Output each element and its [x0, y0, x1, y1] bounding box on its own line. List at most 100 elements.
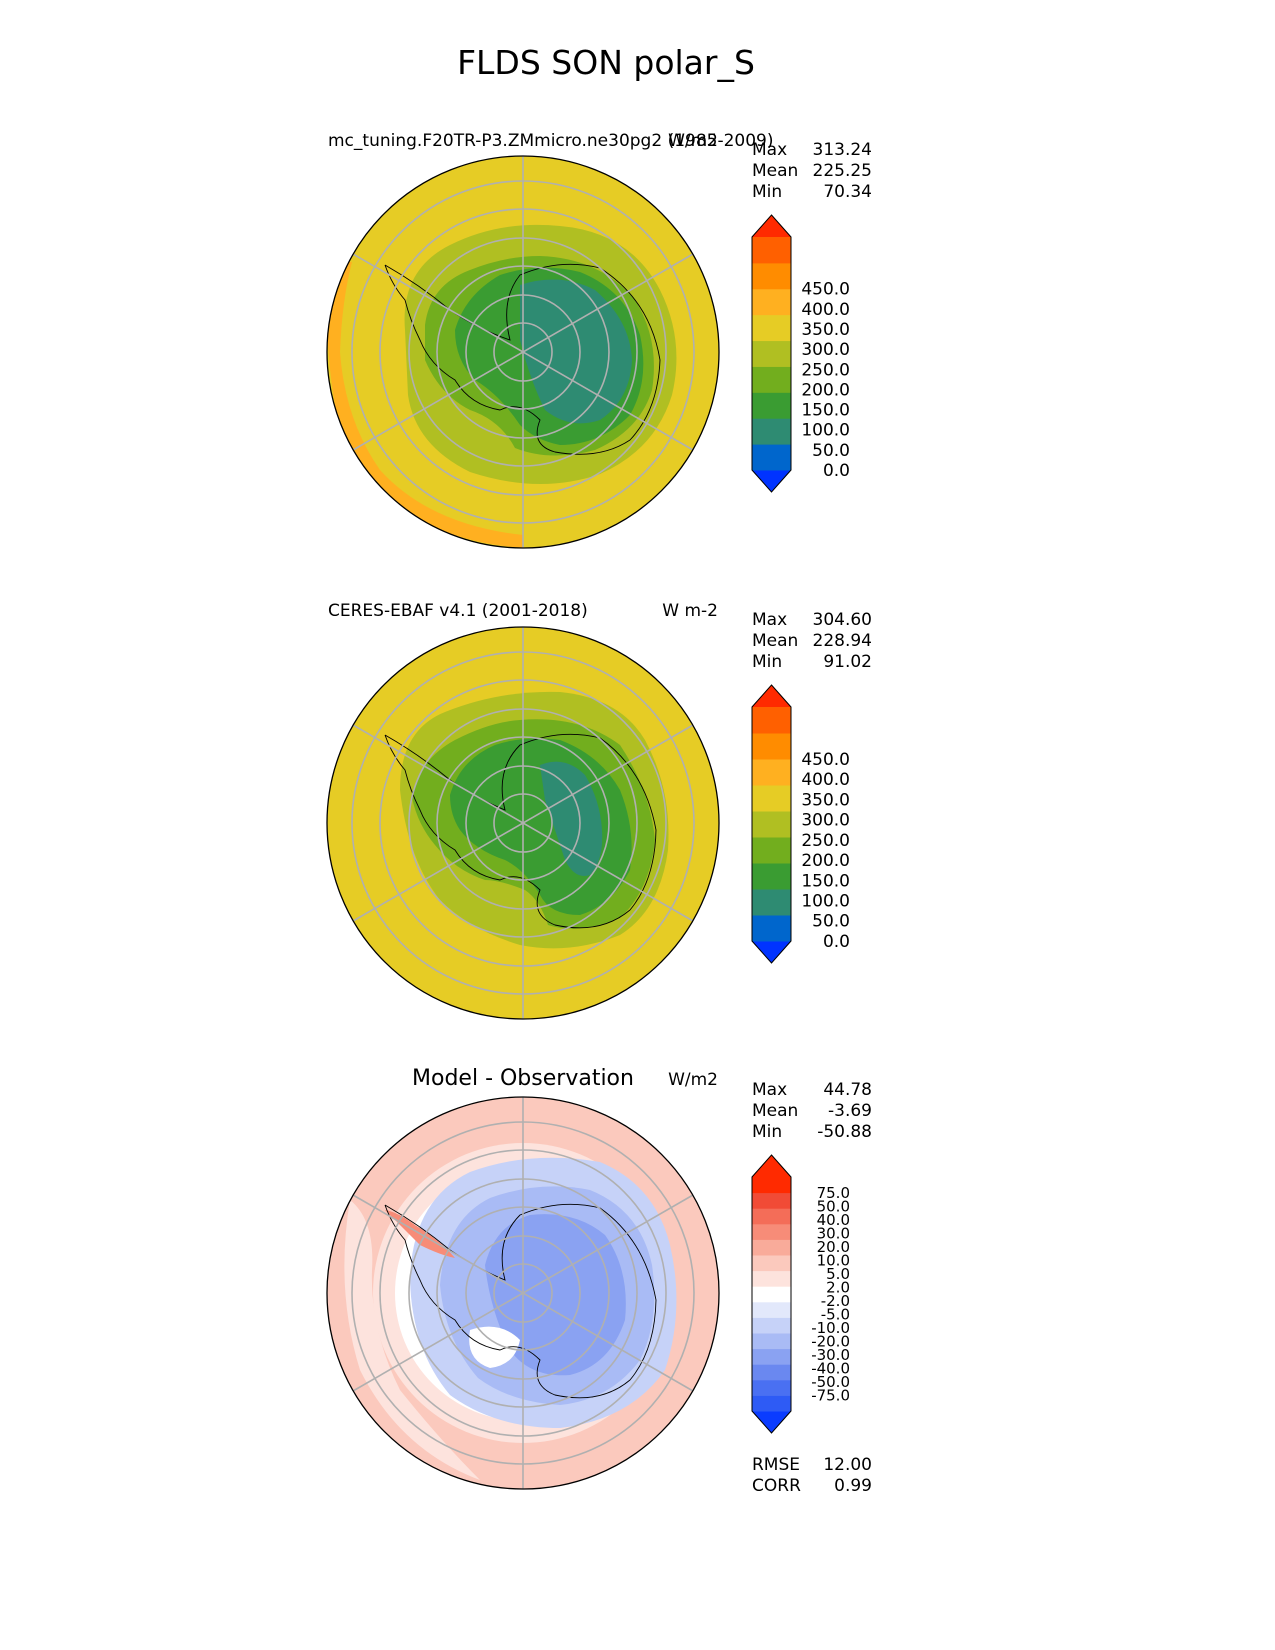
colorbar-tick-label: 0.0 — [823, 932, 850, 952]
stat-label: Min — [752, 182, 782, 202]
colorbar-tick-label: 2.0 — [826, 1278, 850, 1296]
colorbar-segment — [752, 1379, 791, 1396]
colorbar-segment — [752, 811, 791, 838]
stat-label: Min — [752, 1122, 782, 1142]
colorbar-segment — [752, 837, 791, 864]
colorbar-tick-label: 300.0 — [801, 340, 850, 360]
colorbar-extend-max — [752, 685, 791, 707]
panel-obs-coastline — [384, 733, 657, 929]
stat-value: 70.34 — [823, 182, 872, 202]
colorbar-tick-label: 100.0 — [801, 892, 850, 912]
colorbar-outline — [751, 214, 792, 493]
colorbar-tick-label: 50.0 — [817, 1197, 850, 1215]
colorbar-tick-label: -2.0 — [821, 1292, 850, 1310]
stat-value: 228.94 — [813, 631, 872, 651]
colorbar-tick-label: 400.0 — [801, 770, 850, 790]
colorbar-tick-label: 5.0 — [826, 1265, 850, 1283]
colorbar-tick-label: 200.0 — [801, 851, 850, 871]
colorbar-tick-label: 20.0 — [817, 1238, 850, 1256]
figure-title: FLDS SON polar_S — [457, 43, 755, 82]
panel-model-coastline — [384, 263, 661, 455]
stat-label: CORR — [752, 1476, 801, 1496]
colorbar-outline — [751, 1154, 792, 1434]
colorbar-extend-min — [752, 1411, 791, 1433]
stat-value: 44.78 — [823, 1080, 872, 1100]
colorbar-segment — [752, 314, 791, 342]
stat-label: Min — [752, 652, 782, 672]
colorbar-tick-label: 250.0 — [801, 360, 850, 380]
stat-label: RMSE — [752, 1455, 800, 1475]
colorbar-tick-label: 150.0 — [801, 401, 850, 421]
stat-value: 225.25 — [813, 161, 872, 181]
panel-obs-band-50 — [540, 761, 603, 876]
panel-diff-coastline — [384, 1203, 657, 1399]
panel-obs-map-frame — [326, 626, 720, 1020]
panel-model-colorbar: 450.0400.0350.0300.0250.0200.0150.0100.0… — [751, 214, 850, 493]
panel-diff-title: Model - Observation — [412, 1066, 634, 1091]
colorbar-tick-label: 350.0 — [801, 320, 850, 340]
colorbar-tick-label: -40.0 — [811, 1360, 850, 1378]
panel-model: mc_tuning.F20TR-P3.ZMmicro.ne30pg2 (1985… — [326, 131, 872, 549]
colorbar-segment — [752, 1192, 791, 1209]
panel-diff-units: W/m2 — [668, 1070, 718, 1090]
colorbar-segment — [752, 444, 791, 471]
colorbar-tick-label: -75.0 — [811, 1387, 850, 1405]
stat-label: Max — [752, 140, 787, 160]
colorbar-segment — [752, 237, 791, 264]
stat-label: Max — [752, 610, 787, 630]
panel-diff-map-frame — [326, 1096, 720, 1490]
panel-model-units: W/m2 — [668, 131, 718, 151]
stat-value: 91.02 — [823, 652, 872, 672]
colorbar-tick-label: 75.0 — [817, 1184, 850, 1202]
colorbar-segment — [752, 1395, 791, 1412]
panel-model-band-50 — [520, 279, 632, 424]
panel-obs-colorbar: 450.0400.0350.0300.0250.0200.0150.0100.0… — [751, 684, 850, 964]
stat-value: 12.00 — [823, 1455, 872, 1475]
colorbar-tick-label: -5.0 — [821, 1306, 850, 1324]
panel-model-map-frame — [326, 155, 720, 549]
panel-diff: Model - Observation W/m2 M — [326, 1066, 872, 1496]
colorbar-segment — [752, 889, 791, 916]
panel-diff-graticule — [351, 1097, 695, 1489]
panel-diff-stats: Max 44.78 Mean -3.69 Min -50.88 — [752, 1080, 872, 1142]
colorbar-tick-label: 40.0 — [817, 1211, 850, 1229]
panel-obs: CERES-EBAF v4.1 (2001-2018) W m-2 Max 30… — [326, 601, 872, 1020]
colorbar-segment — [752, 863, 791, 890]
stat-value: -3.69 — [828, 1101, 872, 1121]
colorbar-segment — [752, 915, 791, 942]
colorbar-tick-label: 0.0 — [823, 461, 850, 481]
colorbar-segment — [752, 1286, 791, 1303]
panel-obs-stats: Max 304.60 Mean 228.94 Min 91.02 — [752, 610, 872, 672]
stat-label: Mean — [752, 1101, 798, 1121]
panel-obs-units: W m-2 — [662, 601, 718, 621]
panel-diff-neutral-patch — [469, 1326, 520, 1368]
colorbar-segment — [752, 759, 791, 786]
stat-label: Mean — [752, 631, 798, 651]
colorbar-segment — [752, 733, 791, 760]
colorbar-tick-label: 200.0 — [801, 380, 850, 400]
colorbar-extend-min — [752, 470, 791, 492]
panel-model-title-left: mc_tuning.F20TR-P3.ZMmicro.ne30pg2 (1985… — [328, 131, 774, 151]
colorbar-tick-label: 30.0 — [817, 1224, 850, 1242]
colorbar-tick-label: -30.0 — [811, 1346, 850, 1364]
colorbar-extend-min — [752, 941, 791, 963]
colorbar-segment — [752, 340, 791, 367]
panel-model-stats: Max 313.24 Mean 225.25 Min 70.34 — [752, 140, 872, 202]
colorbar-segment — [752, 288, 791, 316]
panel-diff-extra-stats: RMSE 12.00 CORR 0.99 — [752, 1455, 872, 1496]
colorbar-tick-label: 400.0 — [801, 300, 850, 320]
colorbar-outline — [751, 684, 792, 964]
colorbar-tick-label: 150.0 — [801, 871, 850, 891]
colorbar-segment — [752, 392, 791, 419]
colorbar-segment — [752, 1208, 791, 1225]
colorbar-segment — [752, 785, 791, 812]
colorbar-segment — [752, 1239, 791, 1256]
colorbar-tick-label: 50.0 — [812, 912, 850, 932]
colorbar-segment — [752, 1255, 791, 1272]
colorbar-segment — [752, 1333, 791, 1350]
stat-value: 313.24 — [813, 140, 872, 160]
panel-obs-title-left: CERES-EBAF v4.1 (2001-2018) — [328, 601, 588, 621]
colorbar-tick-label: 100.0 — [801, 421, 850, 441]
colorbar-segment — [752, 1348, 791, 1365]
